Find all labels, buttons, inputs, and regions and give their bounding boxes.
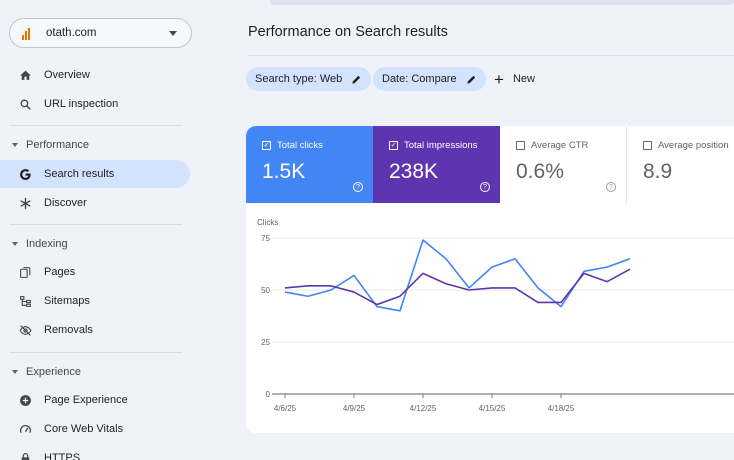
divider	[10, 352, 182, 353]
y-axis-title: Clicks	[257, 218, 278, 227]
sidebar-item-overview[interactable]: Overview	[0, 61, 190, 89]
metric-label: Total clicks	[277, 140, 323, 151]
sidebar-item-https[interactable]: HTTPS	[0, 444, 190, 460]
series-line-1	[284, 239, 631, 312]
series-line-2	[284, 268, 631, 306]
chevron-down-icon	[12, 143, 18, 147]
sidebar-item-label: Search results	[44, 168, 115, 180]
eye-off-icon	[18, 323, 32, 337]
sidebar-item-label: HTTPS	[44, 452, 81, 460]
y-tick-label: 75	[261, 234, 270, 243]
search-icon	[18, 97, 32, 111]
section-indexing[interactable]: Indexing	[0, 233, 190, 255]
metric-value: 8.9	[643, 160, 673, 183]
sidebar-item-discover[interactable]: Discover	[0, 189, 190, 217]
section-label: Indexing	[26, 238, 68, 250]
sidebar-item-label: Page Experience	[44, 394, 128, 406]
sidebar-item-page-experience[interactable]: Page Experience	[0, 386, 190, 414]
new-filter-button[interactable]: + New	[494, 67, 535, 91]
plus-icon: +	[494, 69, 504, 89]
lock-icon	[18, 451, 32, 460]
home-icon	[18, 68, 32, 82]
clicks-line-chart: Clicks 0 25 50 75 4/6/25 4/9/25 4/12/25 4/15/25 4…	[257, 218, 734, 413]
sidebar-item-label: Discover	[44, 197, 87, 209]
new-button-label: New	[512, 73, 535, 85]
metric-value: 0.6%	[516, 160, 564, 183]
sidebar-item-removals[interactable]: Removals	[0, 316, 190, 344]
top-bar-edge	[270, 0, 734, 5]
section-label: Experience	[26, 366, 82, 378]
y-tick-label: 25	[261, 338, 270, 347]
sidebar-item-label: Sitemaps	[44, 295, 90, 307]
help-icon[interactable]: ?	[353, 182, 363, 192]
asterisk-icon	[18, 196, 32, 210]
sidebar-item-label: Core Web Vitals	[44, 423, 124, 435]
divider	[10, 224, 182, 225]
gauge-icon	[18, 422, 32, 436]
section-experience[interactable]: Experience	[0, 361, 190, 383]
sidebar-item-search-results[interactable]: Search results	[0, 160, 190, 188]
sitemap-icon	[18, 294, 32, 308]
x-tick-label: 4/9/25	[343, 404, 366, 413]
metric-total-clicks[interactable]: ✓ Total clicks 1.5K ?	[246, 126, 373, 203]
divider	[248, 55, 734, 56]
checkbox-checked-icon[interactable]: ✓	[262, 141, 271, 150]
metric-label: Average position	[658, 140, 729, 151]
section-performance[interactable]: Performance	[0, 134, 190, 156]
pencil-icon	[351, 74, 362, 85]
metric-value: 238K	[389, 160, 439, 183]
checkbox-checked-icon[interactable]: ✓	[389, 141, 398, 150]
section-label: Performance	[26, 139, 89, 151]
y-tick-label: 50	[261, 286, 270, 295]
sidebar-item-label: Overview	[44, 69, 90, 81]
analytics-logo-icon	[22, 26, 36, 40]
sidebar-item-pages[interactable]: Pages	[0, 258, 190, 286]
chevron-down-icon	[169, 31, 177, 36]
metric-label: Total impressions	[404, 140, 478, 151]
y-tick-label: 0	[266, 390, 271, 399]
x-tick-label: 4/12/25	[410, 404, 437, 413]
sidebar-item-label: URL inspection	[44, 98, 119, 110]
sidebar-item-label: Removals	[44, 324, 93, 336]
chip-label: Date: Compare	[382, 73, 457, 85]
metric-label: Average CTR	[531, 140, 589, 151]
google-g-icon	[18, 167, 32, 181]
performance-card: ✓ Total clicks 1.5K ? ✓ Total impressions …	[246, 126, 734, 433]
filter-chip-search-type[interactable]: Search type: Web	[246, 67, 372, 91]
sidebar-item-core-web-vitals[interactable]: Core Web Vitals	[0, 415, 190, 443]
pages-icon	[18, 265, 32, 279]
sidebar: otath.com Overview URL inspection Perfor…	[0, 0, 200, 460]
chevron-down-icon	[12, 242, 18, 246]
property-name: otath.com	[46, 27, 97, 39]
checkbox-unchecked-icon[interactable]	[643, 141, 652, 150]
property-selector[interactable]: otath.com	[9, 18, 192, 48]
sidebar-item-url-inspection[interactable]: URL inspection	[0, 90, 190, 118]
metric-total-impressions[interactable]: ✓ Total impressions 238K ?	[373, 126, 500, 203]
filter-chip-date[interactable]: Date: Compare	[373, 67, 486, 91]
x-tick-label: 4/18/25	[548, 404, 575, 413]
plus-circle-icon	[18, 393, 32, 407]
metric-average-ctr[interactable]: Average CTR 0.6% ?	[500, 126, 627, 203]
page-title: Performance on Search results	[248, 24, 448, 40]
help-icon[interactable]: ?	[606, 182, 616, 192]
divider	[10, 125, 182, 126]
x-tick-label: 4/15/25	[479, 404, 506, 413]
checkbox-unchecked-icon[interactable]	[516, 141, 525, 150]
chevron-down-icon	[12, 370, 18, 374]
sidebar-item-label: Pages	[44, 266, 76, 278]
metric-average-position[interactable]: Average position 8.9	[627, 126, 734, 203]
pencil-icon	[466, 74, 477, 85]
chip-label: Search type: Web	[255, 73, 343, 85]
x-tick-label: 4/6/25	[274, 404, 297, 413]
metric-value: 1.5K	[262, 160, 306, 183]
help-icon[interactable]: ?	[480, 182, 490, 192]
sidebar-item-sitemaps[interactable]: Sitemaps	[0, 287, 190, 315]
